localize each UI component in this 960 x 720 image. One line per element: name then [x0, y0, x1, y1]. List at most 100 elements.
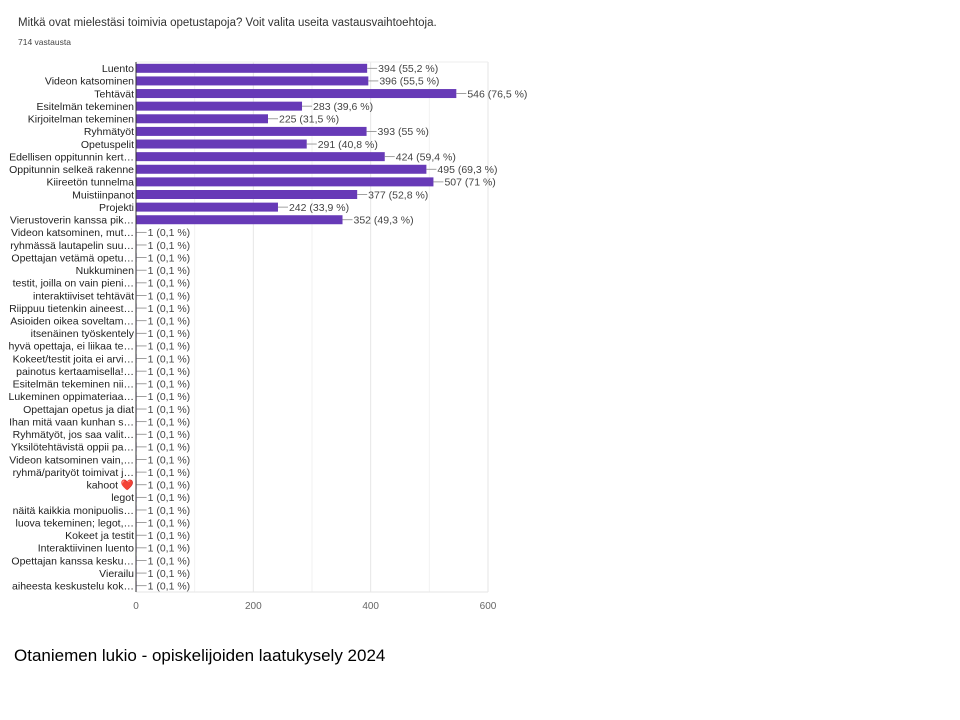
data-label: 352 (49,3 %): [354, 215, 414, 227]
data-label: 1 (0,1 %): [148, 480, 191, 492]
category-label: Interaktiivinen luento: [38, 543, 134, 555]
data-label: 1 (0,1 %): [148, 227, 191, 239]
category-label: Opetuspelit: [81, 139, 134, 151]
data-label: 1 (0,1 %): [148, 555, 191, 567]
data-label: 393 (55 %): [378, 126, 429, 138]
category-label: luova tekeminen; legot,…: [16, 517, 134, 529]
category-label: Opettajan opetus ja diat: [23, 404, 134, 416]
category-label: Riippuu tietenkin aineest…: [9, 303, 134, 315]
category-label: Videon katsominen, mut…: [11, 227, 134, 239]
data-label: 396 (55,5 %): [379, 76, 439, 88]
data-label: 1 (0,1 %): [148, 391, 191, 403]
category-label: Asioiden oikea soveltam…: [10, 315, 134, 327]
category-label: interaktiiviset tehtävät: [33, 290, 134, 302]
bar: [136, 126, 367, 136]
data-label: 546 (76,5 %): [467, 88, 527, 100]
category-label: Lukeminen oppimateriaa…: [9, 391, 135, 403]
category-label: itsenäinen työskentely: [31, 328, 135, 340]
data-label: 1 (0,1 %): [148, 341, 191, 353]
category-label: Oppitunnin selkeä rakenne: [9, 164, 134, 176]
category-label: Ihan mitä vaan kunhan s…: [9, 416, 134, 428]
bar: [136, 190, 358, 199]
category-label: aiheesta keskustelu kok…: [12, 580, 134, 592]
category-label: ryhmä/parityöt toimivat j…: [13, 467, 134, 479]
data-label: 394 (55,2 %): [378, 63, 438, 75]
footer-caption: Otaniemen lukio - opiskelijoiden laatuky…: [14, 646, 386, 665]
data-label: 507 (71 %): [444, 177, 495, 189]
chart-title: Mitkä ovat mielestäsi toimivia opetustap…: [18, 17, 437, 29]
category-label: Videon katsominen vain,…: [9, 454, 134, 466]
data-label: 1 (0,1 %): [148, 404, 191, 416]
category-label: Muistiinpanot: [72, 189, 134, 201]
category-label: painotus kertaamisella!…: [16, 366, 134, 378]
category-label: Kirjoitelman tekeminen: [28, 114, 134, 126]
category-label: Nukkuminen: [76, 265, 135, 277]
category-label: Luento: [102, 63, 134, 75]
data-label: 1 (0,1 %): [148, 328, 191, 340]
bar: [136, 152, 385, 162]
category-label: Ryhmätyöt, jos saa valit…: [13, 429, 134, 441]
bar: [136, 76, 369, 86]
category-label: Esitelmän tekeminen: [37, 101, 135, 113]
category-label: Ryhmätyöt: [84, 126, 134, 138]
category-label: Vierailu: [99, 568, 134, 580]
data-label: 283 (39,6 %): [313, 101, 373, 113]
x-tick-label: 200: [245, 601, 262, 612]
data-label: 495 (69,3 %): [437, 164, 497, 176]
category-label: kahoot ❤️: [86, 479, 134, 492]
category-label: Opettajan vetämä opetu…: [11, 252, 134, 264]
bar: [136, 101, 303, 111]
category-label: Tehtävät: [94, 88, 134, 100]
data-label: 1 (0,1 %): [148, 580, 191, 592]
category-label: legot: [111, 492, 134, 504]
category-label: Edellisen oppitunnin kert…: [9, 151, 134, 163]
category-label: Kokeet ja testit: [65, 530, 134, 542]
data-label: 291 (40,8 %): [318, 139, 378, 151]
bar: [136, 202, 278, 212]
x-tick-label: 400: [362, 601, 379, 612]
category-label: Projekti: [99, 202, 134, 214]
category-label: hyvä opettaja, ei liikaa te…: [9, 341, 135, 353]
x-tick-label: 0: [133, 601, 139, 612]
category-label: ryhmässä lautapelin suu…: [10, 240, 134, 252]
data-label: 1 (0,1 %): [148, 505, 191, 517]
data-label: 1 (0,1 %): [148, 278, 191, 290]
bar: [136, 114, 268, 124]
category-label: Videon katsominen: [45, 76, 134, 88]
category-label: Esitelmän tekeminen nii…: [13, 379, 134, 391]
data-label: 1 (0,1 %): [148, 543, 191, 555]
bar: [136, 215, 343, 225]
response-count: 714 vastausta: [18, 37, 71, 47]
data-label: 1 (0,1 %): [148, 315, 191, 327]
data-label: 1 (0,1 %): [148, 442, 191, 454]
data-label: 424 (59,4 %): [396, 151, 456, 163]
data-label: 1 (0,1 %): [148, 492, 191, 504]
data-label: 1 (0,1 %): [148, 379, 191, 391]
data-label: 1 (0,1 %): [148, 252, 191, 264]
bar: [136, 63, 368, 73]
category-label: Kokeet/testit joita ei arvi…: [13, 353, 134, 365]
data-label: 1 (0,1 %): [148, 303, 191, 315]
category-label: näitä kaikkia monipuolis…: [13, 505, 134, 517]
category-label: testit, joilla on vain pieni…: [13, 278, 134, 290]
data-label: 1 (0,1 %): [148, 454, 191, 466]
data-label: 1 (0,1 %): [148, 366, 191, 378]
data-label: 1 (0,1 %): [148, 353, 191, 365]
bar: [136, 177, 434, 187]
data-label: 1 (0,1 %): [148, 467, 191, 479]
bar-chart: 0 200 400 600 Luento 394 (55,2 %) Videon katso…: [9, 61, 527, 612]
data-label: 1 (0,1 %): [148, 416, 191, 428]
data-label: 1 (0,1 %): [148, 240, 191, 252]
data-label: 1 (0,1 %): [148, 530, 191, 542]
data-label: 1 (0,1 %): [148, 290, 191, 302]
bar: [136, 164, 427, 174]
category-label: Kiireetön tunnelma: [46, 177, 134, 189]
data-label: 1 (0,1 %): [148, 517, 191, 529]
data-label: 1 (0,1 %): [148, 429, 191, 441]
category-label: Vierustoverin kanssa pik…: [10, 215, 134, 227]
bar: [136, 139, 307, 149]
bar: [136, 89, 457, 99]
category-label: Yksilötehtävistä oppii pa…: [11, 442, 134, 454]
data-label: 1 (0,1 %): [148, 568, 191, 580]
x-tick-label: 600: [480, 601, 497, 612]
